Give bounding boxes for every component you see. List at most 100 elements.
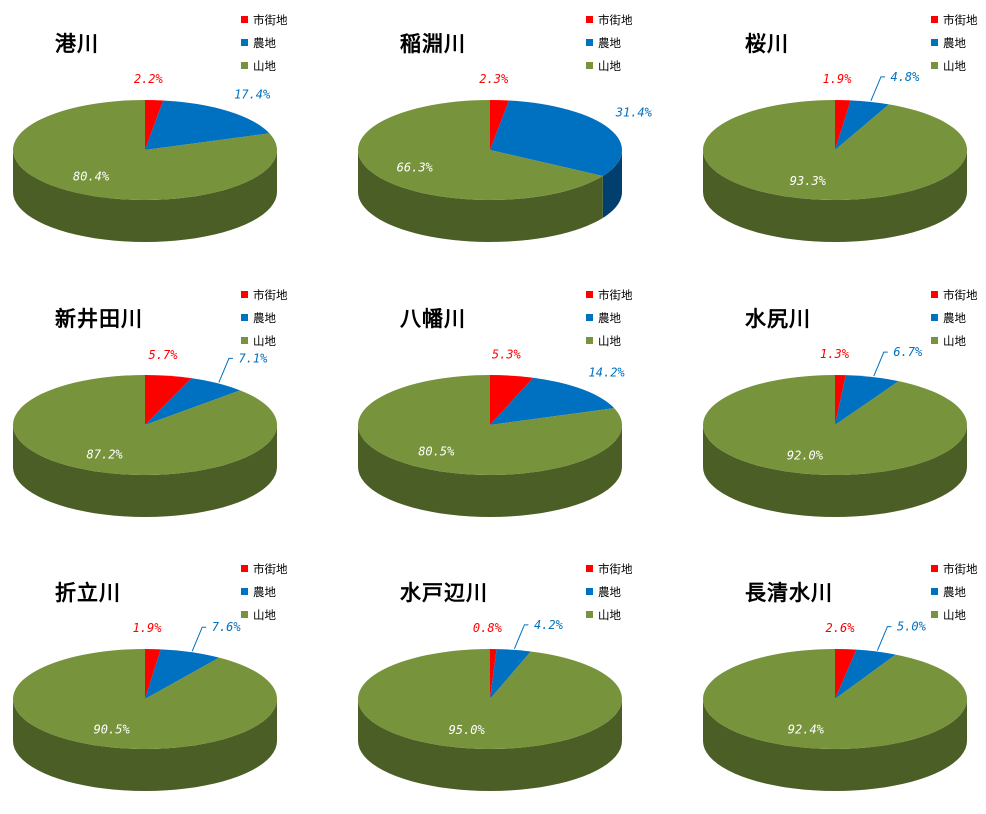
legend-item: 市街地 bbox=[241, 557, 288, 580]
legend-label: 市街地 bbox=[253, 12, 288, 27]
legend-swatch bbox=[241, 314, 248, 321]
legend-label: 農地 bbox=[943, 35, 966, 50]
legend-swatch bbox=[931, 62, 938, 69]
data-label-農地: 5.0% bbox=[897, 620, 927, 634]
pie-slice-市街地 bbox=[490, 100, 510, 150]
legend-label: 農地 bbox=[598, 35, 621, 50]
legend-swatch bbox=[586, 291, 593, 298]
legend-item: 農地 bbox=[241, 306, 288, 329]
pie-chart-svg: 0.8% 4.2% 95.0% bbox=[357, 618, 622, 791]
legend-label: 市街地 bbox=[943, 12, 978, 27]
pie-slice-農地 bbox=[490, 649, 531, 699]
legend-swatch bbox=[931, 291, 938, 298]
legend-item: 山地 bbox=[586, 603, 633, 626]
data-label-市街地: 1.9% bbox=[133, 621, 163, 635]
pie-side-山地 bbox=[358, 150, 603, 242]
pie-slice-山地 bbox=[703, 100, 967, 200]
pie-chart-svg: 1.9% 4.8% 93.3% bbox=[703, 70, 967, 242]
pie-slice-市街地 bbox=[145, 375, 192, 425]
chart-title: 水戸辺川 bbox=[400, 581, 488, 605]
legend-item: 市街地 bbox=[241, 8, 288, 31]
leader-line bbox=[873, 351, 888, 377]
legend-swatch bbox=[586, 16, 593, 23]
data-label-農地: 6.7% bbox=[893, 345, 923, 359]
chart-legend: 市街地 農地 山地 bbox=[241, 8, 288, 77]
legend-label: 山地 bbox=[253, 58, 276, 73]
data-label-農地: 7.1% bbox=[238, 351, 268, 365]
pie-slice-市街地 bbox=[835, 100, 851, 150]
legend-swatch bbox=[586, 588, 593, 595]
chart-legend: 市街地 農地 山地 bbox=[586, 557, 633, 626]
pie-chart-panel: 2.2% 17.4% 80.4% 港川 市街地 農地 山地 bbox=[0, 0, 330, 265]
legend-label: 山地 bbox=[253, 333, 276, 348]
pie-side-山地 bbox=[13, 699, 277, 791]
chart-title: 折立川 bbox=[55, 581, 121, 605]
legend-label: 農地 bbox=[943, 310, 966, 325]
chart-title: 桜川 bbox=[745, 32, 789, 56]
pie-slice-山地 bbox=[358, 100, 603, 201]
data-label-山地: 90.5% bbox=[94, 722, 131, 736]
pie-side-農地 bbox=[602, 150, 622, 218]
data-label-農地: 4.2% bbox=[534, 618, 564, 632]
legend-swatch bbox=[241, 291, 248, 298]
legend-label: 市街地 bbox=[598, 561, 633, 576]
legend-label: 山地 bbox=[598, 58, 621, 73]
data-label-山地: 92.0% bbox=[787, 449, 824, 463]
legend-swatch bbox=[241, 337, 248, 344]
legend-label: 市街地 bbox=[943, 561, 978, 576]
data-label-山地: 93.3% bbox=[790, 174, 827, 188]
pie-chart-svg: 1.9% 7.6% 90.5% bbox=[12, 620, 277, 791]
data-label-市街地: 0.8% bbox=[473, 621, 503, 635]
legend-item: 市街地 bbox=[586, 557, 633, 580]
data-label-農地: 31.4% bbox=[615, 105, 653, 119]
legend-swatch bbox=[931, 16, 938, 23]
legend-swatch bbox=[241, 611, 248, 618]
data-label-市街地: 2.3% bbox=[479, 72, 509, 86]
pie-chart-svg: 2.6% 5.0% 92.4% bbox=[702, 620, 967, 791]
legend-item: 山地 bbox=[931, 54, 978, 77]
legend-item: 農地 bbox=[586, 306, 633, 329]
pie-slice-農地 bbox=[145, 378, 241, 425]
legend-item: 市街地 bbox=[586, 283, 633, 306]
legend-swatch bbox=[586, 314, 593, 321]
legend-label: 山地 bbox=[943, 333, 966, 348]
pie-chart-panel: 1.9% 7.6% 90.5% 折立川 市街地 農地 山地 bbox=[0, 549, 330, 814]
pie-chart-panel: 0.8% 4.2% 95.0% 水戸辺川 市街地 農地 山地 bbox=[345, 549, 675, 814]
pie-side-山地 bbox=[358, 699, 622, 791]
legend-item: 山地 bbox=[241, 54, 288, 77]
data-label-山地: 66.3% bbox=[397, 160, 434, 174]
legend-swatch bbox=[241, 565, 248, 572]
pie-side-山地 bbox=[703, 699, 967, 791]
legend-swatch bbox=[931, 39, 938, 46]
chart-title: 稲淵川 bbox=[400, 32, 466, 56]
data-label-山地: 80.4% bbox=[73, 169, 110, 183]
data-label-農地: 4.8% bbox=[890, 70, 920, 84]
legend-swatch bbox=[586, 39, 593, 46]
pie-chart-svg: 2.2% 17.4% 80.4% bbox=[13, 72, 277, 242]
pie-slice-山地 bbox=[13, 100, 277, 200]
chart-legend: 市街地農地 山地 bbox=[586, 283, 633, 352]
legend-item: 山地 bbox=[586, 329, 633, 352]
pie-chart-svg: 1.3% 6.7% 92.0% bbox=[703, 345, 967, 517]
pie-side-山地 bbox=[358, 425, 622, 517]
legend-item: 農地 bbox=[931, 31, 978, 54]
pie-slice-農地 bbox=[145, 100, 270, 150]
pie-slice-農地 bbox=[490, 377, 615, 425]
legend-label: 市街地 bbox=[598, 287, 633, 302]
legend-item: 農地 bbox=[931, 580, 978, 603]
pie-side-山地 bbox=[13, 425, 277, 517]
legend-item: 市街地 bbox=[931, 283, 978, 306]
pie-slice-山地 bbox=[357, 649, 622, 749]
legend-swatch bbox=[931, 588, 938, 595]
legend-swatch bbox=[241, 62, 248, 69]
chart-title: 水尻川 bbox=[745, 307, 811, 331]
data-label-市街地: 1.3% bbox=[820, 347, 850, 361]
legend-label: 農地 bbox=[253, 35, 276, 50]
legend-item: 山地 bbox=[931, 603, 978, 626]
legend-label: 市街地 bbox=[253, 287, 288, 302]
legend-swatch bbox=[931, 337, 938, 344]
pie-side-山地 bbox=[703, 425, 967, 517]
pie-chart-panel: 1.3% 6.7% 92.0% 水尻川 市街地農地山地 bbox=[690, 275, 986, 540]
pie-chart-svg: 2.3% 31.4% 66.3% bbox=[358, 72, 653, 242]
legend-swatch bbox=[241, 39, 248, 46]
